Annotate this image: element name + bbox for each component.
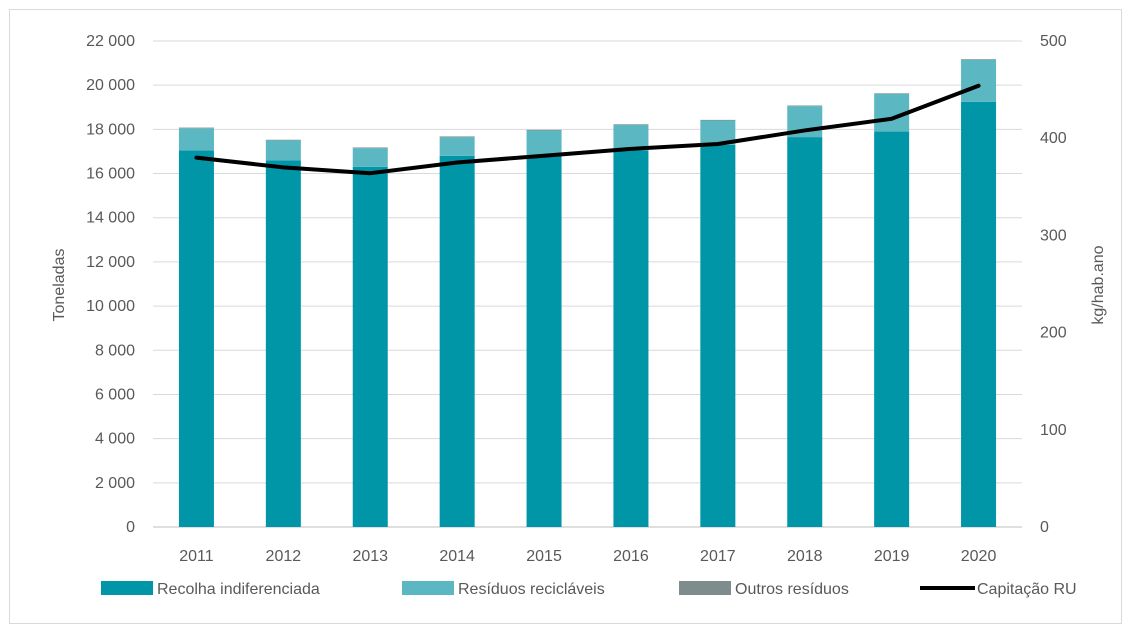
bar-outros-res-duos <box>178 127 214 129</box>
x-tick-label: 2017 <box>700 548 736 565</box>
x-tick-label: 2019 <box>874 548 910 565</box>
x-tick-label: 2015 <box>526 548 562 565</box>
x-tick-label: 2014 <box>439 548 475 565</box>
y-tick-label: 22 000 <box>86 33 135 50</box>
bar-recolha-indiferenciada <box>265 160 301 528</box>
bar-outros-res-duos <box>613 124 649 125</box>
bar-res-duos-recicl-veis <box>352 148 388 167</box>
capitacao-line <box>194 83 981 176</box>
bar-res-duos-recicl-veis <box>961 59 997 102</box>
bar-outros-res-duos <box>787 105 823 107</box>
bar-recolha-indiferenciada <box>787 137 823 527</box>
y-tick-label: 12 000 <box>86 254 135 271</box>
y-tick-label: 14 000 <box>86 210 135 227</box>
legend-label-recolha-indiferenciada: Recolha indiferenciada <box>157 581 320 598</box>
x-tick-label: 2016 <box>613 548 649 565</box>
y2-tick-label: 500 <box>1040 33 1067 50</box>
bar-outros-res-duos <box>700 119 736 121</box>
bars <box>178 59 997 528</box>
bar-outros-res-duos <box>874 93 910 95</box>
y2-tick-label: 300 <box>1040 227 1067 244</box>
tick-labels: 0 2 000 4 000 6 000 8 000 10 000 12 000 14 000 1… <box>86 33 1067 565</box>
bar-recolha-indiferenciada <box>613 150 649 527</box>
bar-recolha-indiferenciada <box>700 144 736 527</box>
legend-swatch-recolha-indiferenciada <box>101 581 153 595</box>
bar-recolha-indiferenciada <box>352 166 388 527</box>
bar-recolha-indiferenciada <box>526 154 562 527</box>
y-tick-label: 4 000 <box>95 431 135 448</box>
legend: Recolha indiferenciada Resíduos recicláve… <box>101 581 1077 598</box>
bar-res-duos-recicl-veis <box>265 140 301 161</box>
y2-tick-label: 0 <box>1040 519 1049 536</box>
bar-recolha-indiferenciada <box>439 155 475 527</box>
y-tick-label: 20 000 <box>86 77 135 94</box>
legend-swatch-res-duos-recicl-veis <box>402 581 454 595</box>
bar-outros-res-duos <box>526 129 562 131</box>
bar-recolha-indiferenciada <box>874 131 910 527</box>
x-tick-label: 2020 <box>961 548 997 565</box>
bar-outros-res-duos <box>265 139 301 141</box>
y2-tick-label: 200 <box>1040 325 1067 342</box>
bar-res-duos-recicl-veis <box>178 128 214 151</box>
y2-axis-title: kg/hab.ano <box>1090 245 1107 324</box>
bar-recolha-indiferenciada <box>961 101 997 527</box>
legend-swatch-outros-res-duos <box>679 581 731 595</box>
x-tick-label: 2013 <box>352 548 388 565</box>
legend-label-res-duos-recicl-veis: Resíduos recicláveis <box>458 581 605 598</box>
legend-label-outros-res-duos: Outros resíduos <box>735 581 849 598</box>
x-tick-label: 2012 <box>266 548 302 565</box>
y-tick-label: 2 000 <box>95 475 135 492</box>
y-tick-label: 8 000 <box>95 342 135 359</box>
x-tick-label: 2018 <box>787 548 823 565</box>
bar-outros-res-duos <box>352 147 388 149</box>
bar-res-duos-recicl-veis <box>439 137 475 156</box>
y-tick-label: 6 000 <box>95 386 135 403</box>
bar-recolha-indiferenciada <box>178 150 214 527</box>
y-tick-label: 0 <box>126 519 135 536</box>
bar-res-duos-recicl-veis <box>613 124 649 151</box>
y-tick-label: 10 000 <box>86 298 135 315</box>
capitacao-line-layer <box>194 83 981 176</box>
bar-outros-res-duos <box>439 136 475 138</box>
bar-outros-res-duos <box>961 59 997 60</box>
bar-res-duos-recicl-veis <box>526 130 562 155</box>
y2-tick-label: 400 <box>1040 130 1067 147</box>
y-axis-title: Toneladas <box>51 249 68 322</box>
y2-tick-label: 100 <box>1040 422 1067 439</box>
x-tick-label: 2011 <box>179 548 214 565</box>
y-tick-label: 16 000 <box>86 166 135 183</box>
y-tick-label: 18 000 <box>86 121 135 138</box>
legend-label-capita-o-ru: Capitação RU <box>977 581 1077 598</box>
